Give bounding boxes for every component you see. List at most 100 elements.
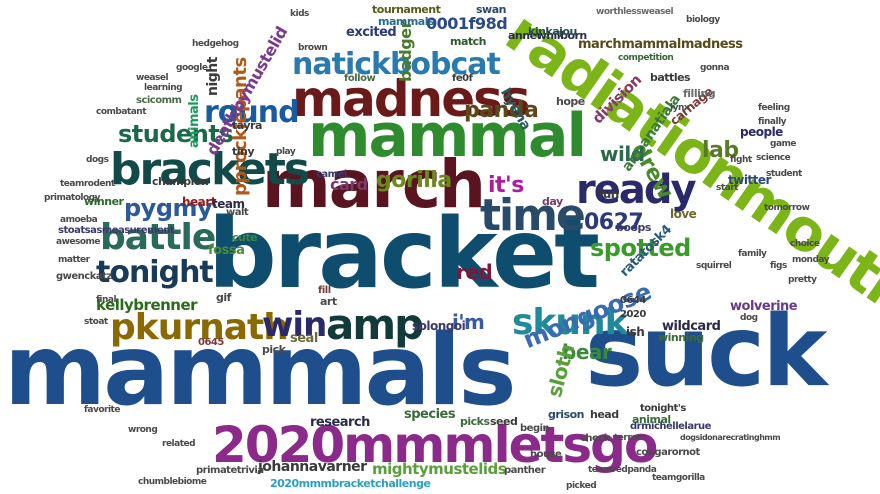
word-day: day bbox=[542, 195, 563, 208]
word-weasel: weasel bbox=[136, 73, 169, 83]
word-seed: seed bbox=[490, 415, 518, 428]
word-natickbobcat: natickbobcat bbox=[292, 47, 501, 82]
word-im: i'm bbox=[452, 310, 485, 334]
word-filling: filling bbox=[683, 87, 716, 100]
word-begin: begin bbox=[520, 423, 550, 434]
word-tiny: tiny bbox=[232, 145, 255, 158]
word-drmichellelarue: drmichellelarue bbox=[630, 421, 711, 432]
word-tonights: tonight's bbox=[640, 403, 686, 414]
word-dog: dog bbox=[740, 313, 758, 323]
word-squirrel: squirrel bbox=[696, 261, 732, 271]
word-worthlessweasel: worthlessweasel bbox=[596, 7, 674, 17]
word-0001f98d: 0001f98d bbox=[426, 14, 508, 33]
word-wildcard: wildcard bbox=[662, 319, 721, 334]
word-pick: pick bbox=[262, 343, 286, 356]
word-panther: panther bbox=[504, 465, 546, 476]
word-johannavarner: johannavarner bbox=[258, 459, 367, 475]
word-learning: learning bbox=[144, 83, 183, 93]
word-monday: monday bbox=[792, 255, 830, 265]
word-panda: panda bbox=[464, 98, 539, 123]
word-amp: amp bbox=[326, 300, 424, 349]
word-biology: biology bbox=[686, 15, 720, 25]
word-0627: 0627 bbox=[584, 210, 644, 235]
word-swan: swan bbox=[476, 3, 506, 16]
word-favorite: favorite bbox=[84, 405, 120, 415]
word-picked: picked bbox=[566, 481, 597, 491]
word-suck: suck bbox=[585, 295, 827, 409]
word-its: it's bbox=[488, 173, 524, 198]
word-2020: 2020 bbox=[620, 309, 646, 320]
word-tonight: tonight bbox=[96, 255, 214, 290]
word-gif: gif bbox=[216, 291, 231, 304]
word-round: round bbox=[204, 95, 300, 130]
word-brown: brown bbox=[298, 43, 328, 53]
word-battles: battles bbox=[650, 71, 691, 84]
word-win: win bbox=[262, 305, 327, 345]
word-choice: choice bbox=[790, 239, 820, 249]
word-0644: 0644 bbox=[620, 295, 646, 306]
word-mightymustelids: mightymustelids bbox=[372, 460, 507, 478]
word-night: night bbox=[205, 57, 221, 96]
word-kellybrenner: kellybrenner bbox=[96, 296, 198, 314]
word-wolverine: wolverine bbox=[730, 299, 798, 314]
word-hedgehog: hedgehog bbox=[192, 39, 239, 49]
word-twitter: twitter bbox=[728, 173, 771, 187]
word-heart: heart bbox=[182, 195, 216, 209]
word-house: house bbox=[530, 449, 562, 460]
word-art: art bbox=[320, 295, 337, 308]
word-stoat: stoat bbox=[84, 317, 108, 327]
word-finally: finally bbox=[758, 117, 787, 127]
word-head: head bbox=[590, 408, 619, 421]
word-seal: seal bbox=[290, 331, 318, 346]
word-time: time bbox=[480, 190, 586, 241]
word-match: match bbox=[450, 35, 487, 48]
word-card: card bbox=[330, 175, 368, 194]
word-final: final bbox=[96, 295, 117, 305]
word-competition: competition bbox=[618, 53, 674, 63]
word-boops: boops bbox=[616, 221, 651, 234]
word-cougarornot: cougarornot bbox=[636, 447, 700, 458]
word-awesome: awesome bbox=[56, 237, 101, 247]
word-winning: winning bbox=[658, 331, 704, 344]
word-pygmy: pygmy bbox=[124, 194, 213, 222]
word-research: research bbox=[310, 415, 370, 430]
word-check: check bbox=[580, 433, 610, 444]
word-primatology: primatology bbox=[44, 193, 100, 203]
word-animal: animal bbox=[632, 413, 671, 426]
word-terrors: terrors bbox=[614, 433, 646, 443]
word-play: play bbox=[276, 147, 296, 157]
word-solongoi: solongoi bbox=[412, 319, 466, 333]
word-figs: figs bbox=[770, 261, 787, 271]
word-species: species bbox=[404, 407, 456, 422]
word-love: love bbox=[670, 207, 697, 221]
word-dogs: dogs bbox=[86, 155, 109, 165]
word-google: google bbox=[176, 63, 208, 73]
word-gorilla: gorilla bbox=[376, 168, 452, 193]
word-madness: madness bbox=[292, 70, 531, 128]
word-teamrodent: teamrodent bbox=[60, 179, 115, 189]
word-mammal: mammal bbox=[308, 101, 587, 171]
word-red: red bbox=[456, 260, 493, 284]
word-ish: ish bbox=[626, 325, 645, 339]
word-march: march bbox=[262, 146, 486, 223]
word-dogsidonarecratinghmm: dogsidonarecratinghmm bbox=[680, 433, 781, 442]
word-follow: follow bbox=[344, 73, 376, 84]
word-matter: matter bbox=[58, 255, 90, 265]
word-students: students bbox=[118, 120, 234, 148]
word-fill: fill bbox=[318, 285, 331, 296]
word-fight: fight bbox=[730, 155, 752, 165]
word-tournament: tournament bbox=[372, 3, 441, 16]
word-walt: walt bbox=[226, 207, 249, 218]
word-feeling: feeling bbox=[758, 103, 790, 113]
word-game: game bbox=[770, 139, 797, 149]
word-hope: hope bbox=[556, 95, 585, 108]
word-bear: bear bbox=[562, 340, 612, 364]
word-tayra: tayra bbox=[232, 119, 262, 132]
word-lynx: lynx bbox=[670, 103, 690, 113]
word-team: team bbox=[212, 197, 245, 211]
word-fun: fun bbox=[598, 187, 619, 201]
word-science: science bbox=[756, 153, 791, 163]
word-kids: kids bbox=[290, 9, 309, 19]
word-camel: camel bbox=[316, 169, 347, 180]
word-skunk: skunk bbox=[512, 302, 629, 343]
